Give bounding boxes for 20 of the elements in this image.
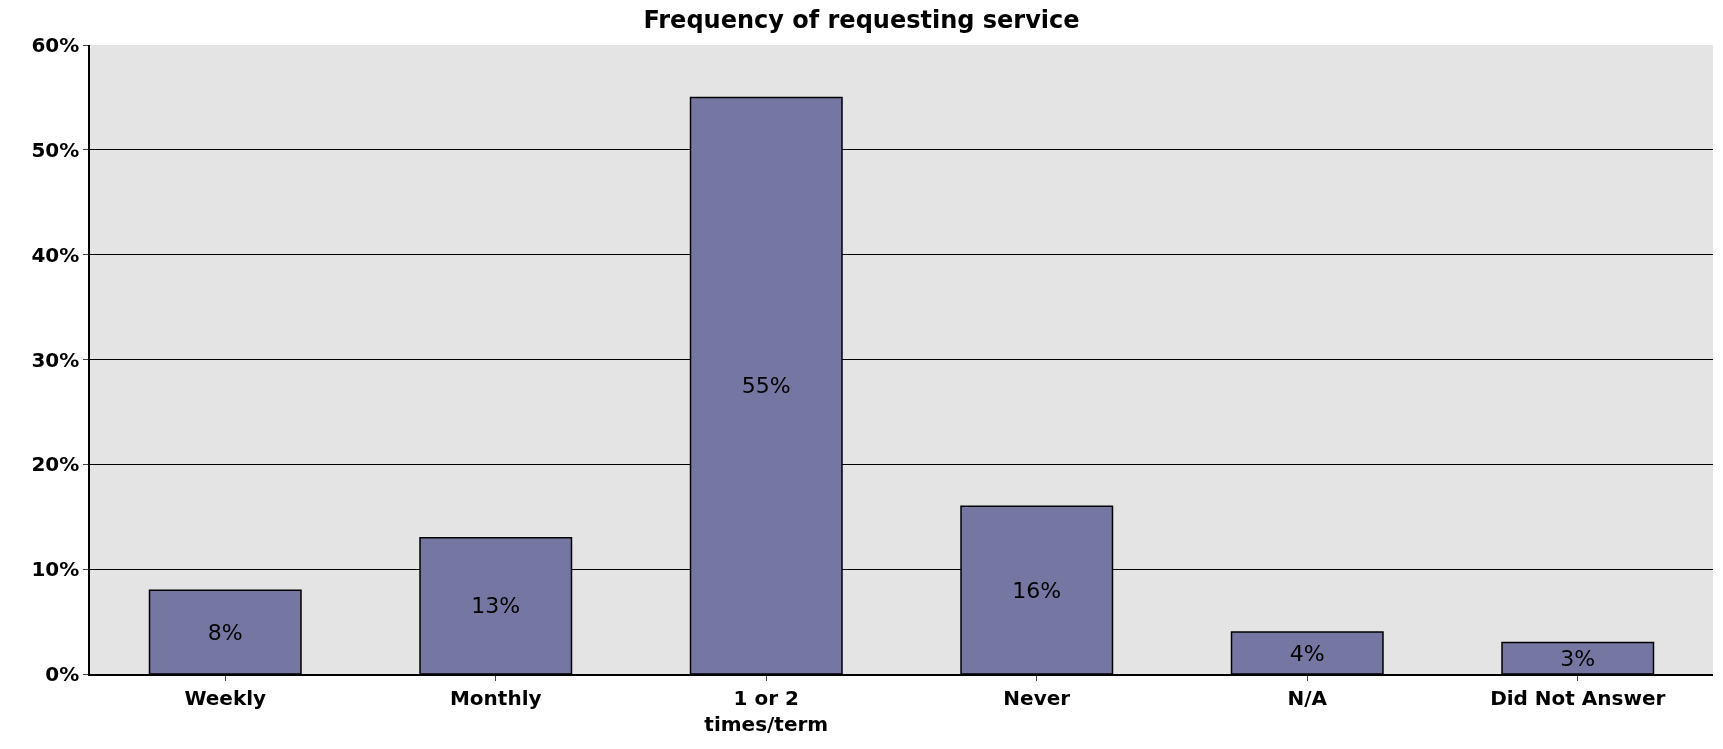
y-tick-label: 10% — [31, 557, 80, 582]
y-tick-label: 0% — [45, 662, 80, 686]
x-tick-label: Never — [1003, 685, 1071, 710]
x-tick-label: N/A — [1287, 685, 1328, 710]
data-label: 13% — [471, 593, 521, 619]
x-tick-label: 1 or 2 times/term — [704, 685, 829, 736]
y-tick-label: 60% — [31, 33, 80, 57]
y-tick-label: 30% — [31, 347, 80, 372]
data-label: 16% — [1012, 577, 1062, 603]
data-label: 55% — [741, 373, 791, 399]
x-tick-label: Did Not Answer — [1490, 685, 1666, 710]
y-tick-label: 40% — [31, 242, 80, 267]
data-label: 3% — [1560, 645, 1596, 671]
chart-title: Frequency of requesting service — [643, 6, 1080, 35]
data-label: 8% — [207, 619, 243, 645]
x-tick-label: Monthly — [449, 685, 542, 710]
x-tick-label: Weekly — [184, 685, 267, 710]
y-tick-label: 20% — [31, 452, 80, 477]
y-tick-label: 50% — [31, 137, 80, 162]
data-label: 4% — [1289, 640, 1325, 666]
